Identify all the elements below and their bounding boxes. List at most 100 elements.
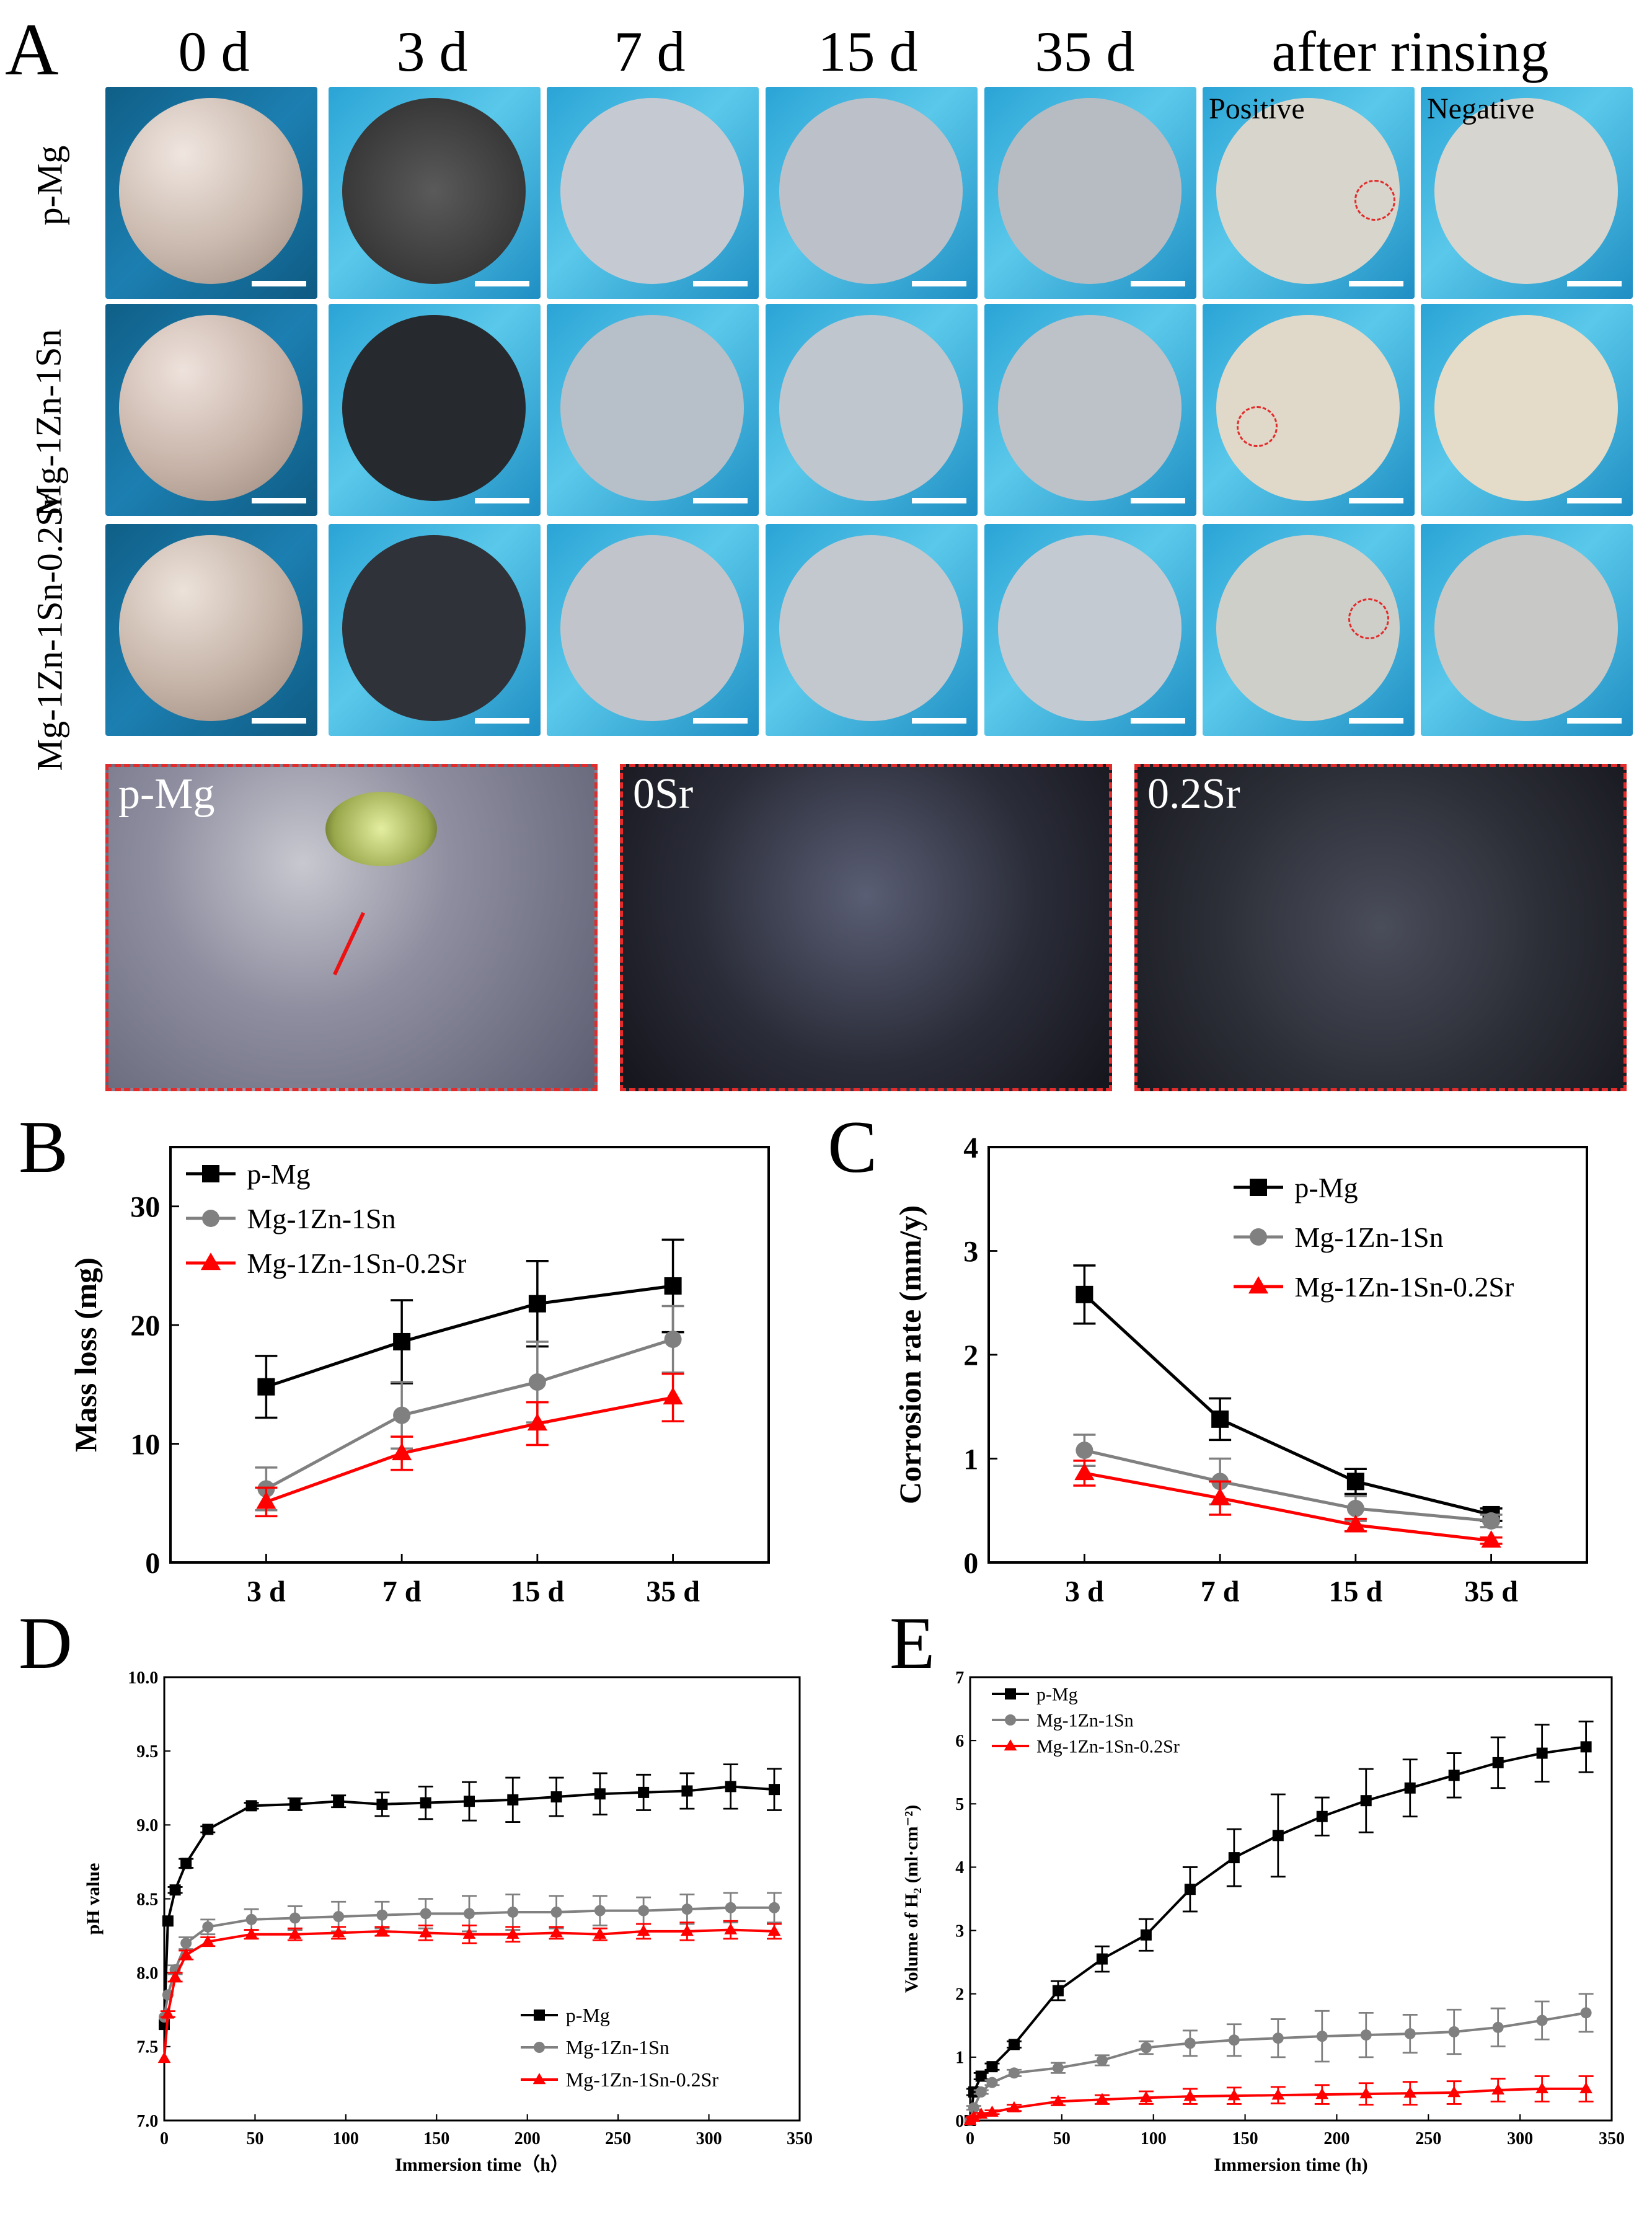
sample-disc [1434,315,1618,501]
data-point [1536,2014,1548,2026]
sample-tile [1421,524,1633,736]
data-point [179,1948,193,1960]
x-tick-label: 200 [1323,2129,1349,2148]
data-point [1579,2082,1592,2094]
y-tick-label: 20 [130,1309,160,1342]
sample-tile: Positive [1203,87,1415,299]
data-point [507,1906,519,1918]
corrosion-product-blob [325,792,437,866]
scale-bar [693,281,748,286]
sample-disc [119,98,303,284]
x-tick-label: 150 [423,2129,449,2148]
data-point [169,1884,181,1896]
data-point [1096,1953,1108,1965]
sample-disc [560,535,744,721]
data-point [289,1912,301,1924]
scale-bar [1349,281,1403,286]
sample-disc [119,535,303,721]
day-label-35d: 35 d [1035,20,1135,83]
data-point [1316,2031,1328,2042]
y-tick-label: 0 [145,1547,160,1580]
data-point [1140,1929,1152,1941]
sample-tile [984,304,1196,516]
series-line [265,1396,674,1504]
scale-bar [912,281,966,286]
data-point [594,1905,606,1917]
data-point [1051,2094,1065,2106]
sample-disc [119,315,303,501]
data-point [332,1926,345,1938]
legend-marker [202,1165,219,1182]
x-tick-label: 15 d [511,1575,565,1608]
data-point [245,1800,257,1812]
data-point [550,1926,563,1938]
y-axis-label: pH value [83,1863,104,1935]
day-label-15d: 15 d [818,20,918,83]
scale-bar [252,281,306,286]
sample-tile [105,304,317,516]
data-point [725,1781,736,1793]
legend-label: p-Mg [566,2004,610,2026]
legend-label: Mg-1Zn-1Sn [1294,1221,1443,1253]
data-point [1482,1512,1500,1530]
x-tick-label: 7 d [1201,1575,1240,1608]
scale-bar [1349,718,1403,724]
legend-marker [1250,1228,1267,1246]
data-point [1315,2088,1329,2099]
data-point [420,1797,431,1809]
y-tick-label: 10.0 [128,1668,158,1688]
data-point [1184,1884,1196,1895]
data-point [594,1788,606,1800]
panel-c-letter: C [828,1106,878,1188]
data-point [202,1824,214,1835]
scale-bar [1131,718,1185,724]
data-point [550,1791,562,1803]
data-point [638,1905,650,1917]
data-point [157,2052,171,2063]
y-tick-label: 7.0 [136,2112,158,2131]
day-label-7d: 7 d [614,20,686,83]
data-point [256,1491,276,1509]
data-point [162,1915,174,1927]
data-point [986,2061,998,2073]
data-point [1008,2067,1020,2079]
legend-label: Mg-1Zn-1Sn-0.2Sr [1036,1737,1180,1757]
data-point [1536,1747,1548,1759]
data-point [161,2007,175,2019]
scale-bar [252,498,306,503]
x-tick-label: 35 d [646,1575,700,1608]
x-tick-label: 350 [787,2129,813,2148]
data-point [1052,1985,1064,1996]
series-line [265,1337,674,1491]
red-circle-marker [1354,180,1395,221]
y-tick-label: 9.0 [136,1816,158,1835]
scale-bar [693,498,748,503]
x-axis-label: Immersion time（h） [395,2154,569,2175]
legend-marker [532,2073,546,2085]
data-point [1074,1463,1095,1481]
data-point [975,2086,987,2098]
scale-bar [1567,281,1622,286]
data-point [1360,1795,1372,1807]
data-point [1271,2088,1285,2100]
data-point [1580,1741,1592,1753]
rinse-label: after rinsing [1271,20,1549,83]
data-point [1404,2028,1416,2040]
x-tick-label: 3 d [1065,1575,1104,1608]
y-tick-label: 0 [963,1547,978,1580]
negative-side-label: Negative [1427,92,1535,125]
scale-bar [475,498,529,503]
panel-a-letter: A [5,8,59,91]
data-point [1359,2087,1373,2099]
day-label-3d: 3 d [396,20,468,83]
x-tick-label: 300 [1507,2129,1533,2148]
data-point [1316,1810,1328,1822]
zoom-label-pmg: p-Mg [118,770,215,818]
data-point [376,1925,389,1936]
data-point [1076,1285,1093,1303]
data-point [1007,2101,1021,2112]
y-tick-label: 0 [955,2112,964,2131]
legend-label: Mg-1Zn-1Sn-0.2Sr [566,2068,719,2091]
x-tick-label: 50 [246,2129,263,2148]
